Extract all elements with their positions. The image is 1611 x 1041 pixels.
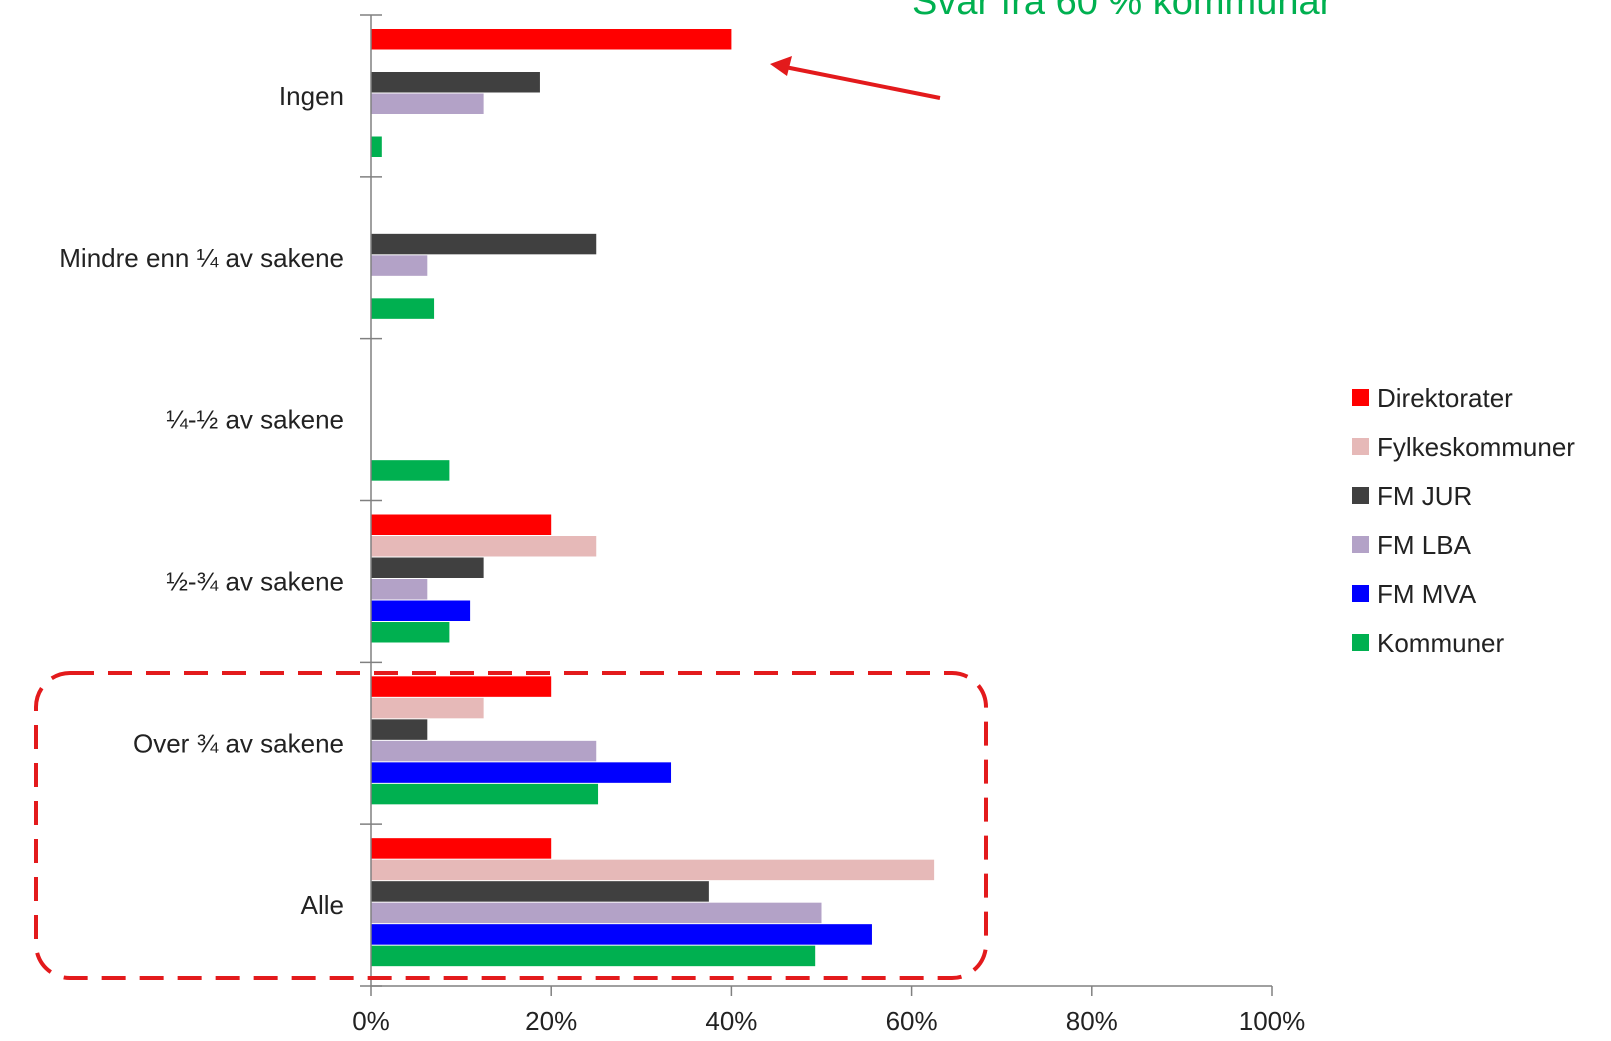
legend-swatch-direktorater: [1352, 389, 1369, 406]
arrow-line: [784, 65, 941, 100]
bar-fm-mva-3: [371, 600, 471, 621]
bar-fm-lba-5: [371, 902, 822, 924]
bar-kommuner-3: [371, 622, 450, 643]
category-label-3: ½-¾ av sakene: [166, 566, 344, 596]
x-tick-label-5: 100%: [1239, 1006, 1306, 1036]
bar-fylkeskommuner-3: [371, 536, 597, 557]
highlight-box: [34, 671, 988, 980]
bar-kommuner-4: [371, 783, 599, 805]
category-label-0: Ingen: [279, 81, 344, 111]
bar-fm-jur-0: [371, 72, 540, 93]
legend-swatch-kommuner: [1352, 634, 1369, 651]
bar-direktorater-0: [371, 29, 732, 50]
x-tick-label-1: 20%: [525, 1006, 577, 1036]
x-tick-label-0: 0%: [352, 1006, 390, 1036]
bar-fm-jur-1: [371, 233, 597, 255]
bar-fm-lba-1: [371, 255, 428, 276]
bar-fm-lba-0: [371, 93, 484, 114]
category-label-4: Over ¾ av sakene: [133, 728, 344, 758]
legend-label-fm-jur: FM JUR: [1377, 481, 1472, 511]
legend-label-fylkeskommuner: Fylkeskommuner: [1377, 432, 1575, 462]
bar-kommuner-0: [371, 136, 382, 157]
category-label-1: Mindre enn ¼ av sakene: [59, 243, 344, 273]
legend-label-fm-lba: FM LBA: [1377, 530, 1472, 560]
legend-swatch-fylkeskommuner: [1352, 438, 1369, 455]
bar-direktorater-5: [371, 838, 552, 859]
x-tick-label-2: 40%: [705, 1006, 757, 1036]
bar-fylkeskommuner-4: [371, 697, 484, 719]
x-tick-label-4: 80%: [1066, 1006, 1118, 1036]
bar-fm-jur-4: [371, 719, 428, 740]
legend-swatch-fm-lba: [1352, 536, 1369, 553]
legend-swatch-fm-mva: [1352, 585, 1369, 602]
category-label-5: Alle: [301, 890, 344, 920]
category-label-2: ¼-½ av sakene: [166, 405, 344, 435]
legend-label-fm-mva: FM MVA: [1377, 579, 1477, 609]
legend-label-kommuner: Kommuner: [1377, 628, 1504, 658]
legend-label-direktorater: Direktorater: [1377, 383, 1513, 413]
legend-swatch-fm-jur: [1352, 487, 1369, 504]
bar-fylkeskommuner-5: [371, 859, 935, 881]
x-tick-label-3: 60%: [886, 1006, 938, 1036]
arrow-head: [770, 56, 792, 76]
bar-fm-jur-5: [371, 881, 709, 902]
bar-direktorater-3: [371, 514, 552, 535]
bar-fm-mva-5: [371, 924, 872, 945]
bar-fm-jur-3: [371, 557, 484, 578]
bar-kommuner-2: [371, 460, 450, 481]
bar-fm-lba-4: [371, 740, 597, 762]
bar-fm-mva-4: [371, 762, 672, 783]
bar-kommuner-1: [371, 298, 435, 319]
bar-kommuner-5: [371, 945, 816, 967]
bar-fm-lba-3: [371, 579, 428, 600]
annotation-text: Svar fra 60 % kommunar: [912, 0, 1333, 23]
bar-direktorater-4: [371, 676, 552, 697]
